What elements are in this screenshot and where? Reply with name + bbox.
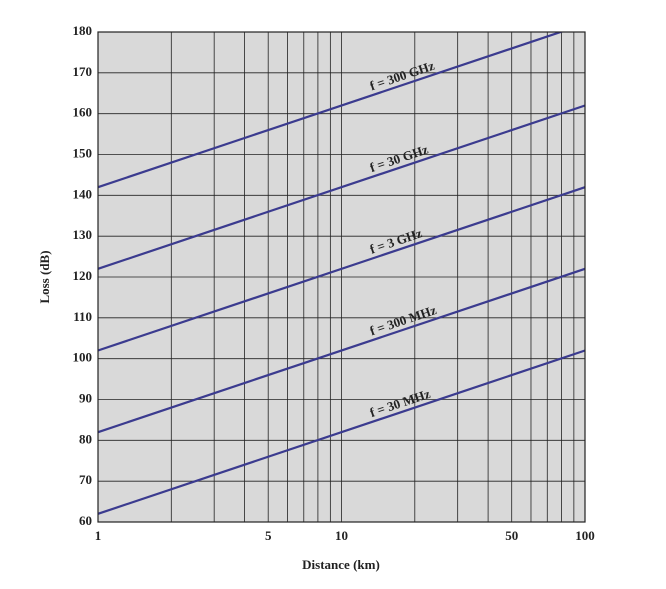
y-tick-label: 170 <box>73 64 93 79</box>
x-tick-label: 1 <box>95 528 102 543</box>
x-tick-label: 100 <box>575 528 595 543</box>
y-axis-label: Loss (dB) <box>37 250 52 303</box>
y-tick-label: 140 <box>73 186 93 201</box>
y-tick-label: 110 <box>73 309 92 324</box>
series-line <box>98 104 585 270</box>
y-tick-label: 80 <box>79 431 92 446</box>
series-line <box>98 186 585 352</box>
x-axis-label: Distance (km) <box>302 557 380 572</box>
y-tick-label: 70 <box>79 472 92 487</box>
y-tick-label: 100 <box>73 350 93 365</box>
y-tick-label: 180 <box>73 23 93 38</box>
y-tick-label: 120 <box>73 268 93 283</box>
y-tick-label: 90 <box>79 390 92 405</box>
y-tick-label: 60 <box>79 513 92 528</box>
x-tick-label: 10 <box>335 528 348 543</box>
series-line <box>98 267 585 434</box>
y-tick-label: 160 <box>73 105 93 120</box>
y-tick-label: 130 <box>73 227 93 242</box>
plot-frame <box>97 31 586 523</box>
series-line <box>98 349 585 515</box>
series-line <box>98 32 565 189</box>
x-tick-label: 5 <box>265 528 272 543</box>
y-tick-label: 150 <box>73 145 93 160</box>
x-tick-label: 50 <box>505 528 518 543</box>
